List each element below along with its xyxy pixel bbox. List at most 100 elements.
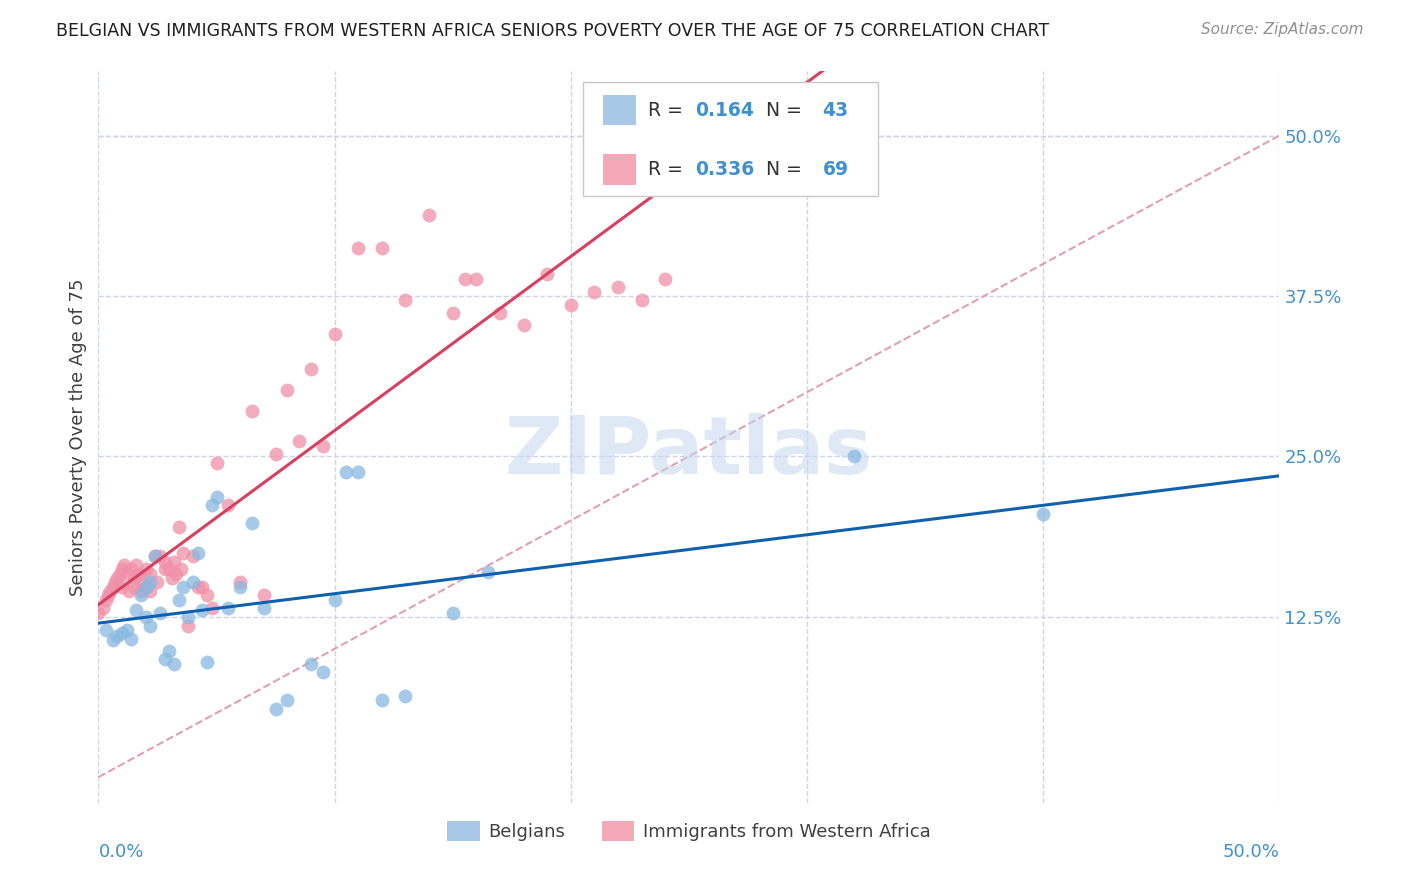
FancyBboxPatch shape xyxy=(603,95,636,126)
Point xyxy=(121,632,143,646)
FancyBboxPatch shape xyxy=(603,154,636,185)
Point xyxy=(512,318,534,333)
Point xyxy=(135,580,157,594)
Point xyxy=(240,516,263,530)
Point xyxy=(229,575,252,590)
Point xyxy=(94,623,117,637)
Text: 50.0%: 50.0% xyxy=(1223,843,1279,861)
Point xyxy=(115,567,138,582)
Point xyxy=(143,549,166,564)
Point xyxy=(122,580,145,594)
Point xyxy=(335,465,357,479)
Text: 0.336: 0.336 xyxy=(695,160,754,179)
Point xyxy=(489,305,512,319)
Point xyxy=(118,584,141,599)
Point xyxy=(191,580,214,594)
Point xyxy=(229,580,252,594)
Point xyxy=(98,584,121,599)
Point xyxy=(112,558,135,573)
Point xyxy=(87,606,110,620)
Text: N =: N = xyxy=(754,101,808,120)
Point xyxy=(191,603,214,617)
Point xyxy=(323,327,346,342)
Point xyxy=(195,588,218,602)
Point xyxy=(441,305,464,319)
Point xyxy=(217,498,239,512)
Point xyxy=(299,362,322,376)
Point xyxy=(394,690,416,704)
Point xyxy=(111,580,134,594)
Text: Source: ZipAtlas.com: Source: ZipAtlas.com xyxy=(1201,22,1364,37)
Point xyxy=(312,439,335,453)
Point xyxy=(108,567,131,582)
Point xyxy=(165,567,187,582)
Point xyxy=(560,298,582,312)
Point xyxy=(129,575,152,590)
Point xyxy=(157,562,180,576)
Point xyxy=(125,603,148,617)
Point xyxy=(844,450,866,464)
Point xyxy=(94,593,117,607)
Point xyxy=(217,600,239,615)
Point xyxy=(654,272,676,286)
Point xyxy=(139,575,162,590)
Point xyxy=(146,575,169,590)
Point xyxy=(465,272,488,286)
Point xyxy=(264,447,287,461)
Point xyxy=(253,588,276,602)
Point xyxy=(115,623,138,637)
Point xyxy=(163,657,186,672)
Point xyxy=(160,571,183,585)
Point xyxy=(441,606,464,620)
Point xyxy=(139,618,162,632)
Point xyxy=(177,609,200,624)
Point xyxy=(167,520,190,534)
Point xyxy=(276,383,298,397)
Point xyxy=(201,600,224,615)
Point xyxy=(1032,507,1054,521)
FancyBboxPatch shape xyxy=(582,82,877,195)
Point xyxy=(172,545,194,559)
Point xyxy=(111,626,134,640)
Point xyxy=(177,618,200,632)
Point xyxy=(101,632,124,647)
Point xyxy=(323,593,346,607)
Point xyxy=(128,567,150,582)
Point xyxy=(418,208,440,222)
Text: 0.164: 0.164 xyxy=(695,101,754,120)
Point xyxy=(170,562,193,576)
Point xyxy=(195,655,218,669)
Point xyxy=(312,665,335,679)
Point xyxy=(167,593,190,607)
Point xyxy=(125,558,148,573)
Point xyxy=(181,575,204,590)
Point xyxy=(129,588,152,602)
Point xyxy=(153,652,176,666)
Point xyxy=(253,600,276,615)
Point xyxy=(101,580,124,594)
Point xyxy=(111,562,134,576)
Y-axis label: Seniors Poverty Over the Age of 75: Seniors Poverty Over the Age of 75 xyxy=(69,278,87,596)
Point xyxy=(153,562,176,576)
Point xyxy=(187,545,209,559)
Point xyxy=(187,580,209,594)
Point xyxy=(205,491,228,505)
Text: 43: 43 xyxy=(823,101,849,120)
Text: N =: N = xyxy=(754,160,808,179)
Text: R =: R = xyxy=(648,101,689,120)
Point xyxy=(630,293,652,307)
Point xyxy=(583,285,606,299)
Text: 0.0%: 0.0% xyxy=(98,843,143,861)
Point xyxy=(122,571,145,585)
Point xyxy=(153,555,176,569)
Text: BELGIAN VS IMMIGRANTS FROM WESTERN AFRICA SENIORS POVERTY OVER THE AGE OF 75 COR: BELGIAN VS IMMIGRANTS FROM WESTERN AFRIC… xyxy=(56,22,1049,40)
Point xyxy=(477,565,499,579)
Point xyxy=(139,584,162,599)
Point xyxy=(264,702,287,716)
Point xyxy=(299,657,322,672)
Point xyxy=(135,609,157,624)
Text: 69: 69 xyxy=(823,160,849,179)
Point xyxy=(172,580,194,594)
Point xyxy=(371,242,394,256)
Point xyxy=(607,280,630,294)
